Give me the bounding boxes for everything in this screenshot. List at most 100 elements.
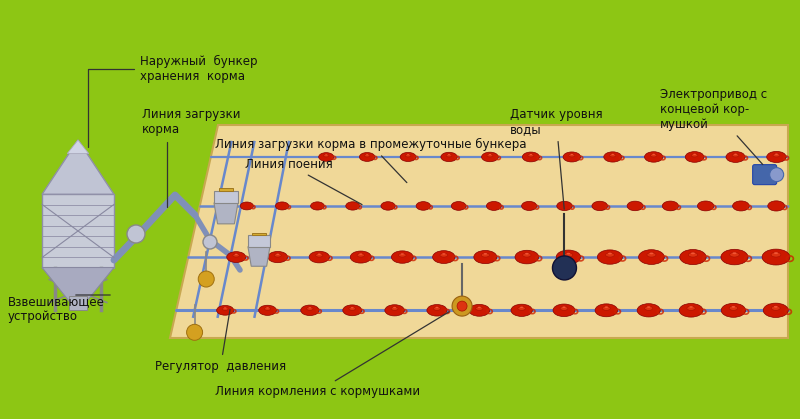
Ellipse shape — [522, 152, 539, 162]
Ellipse shape — [318, 253, 321, 255]
Ellipse shape — [393, 307, 396, 308]
Ellipse shape — [693, 154, 696, 155]
Ellipse shape — [604, 152, 622, 162]
Ellipse shape — [771, 252, 781, 257]
Ellipse shape — [763, 303, 788, 318]
Ellipse shape — [406, 154, 411, 157]
Ellipse shape — [265, 307, 270, 310]
Ellipse shape — [698, 201, 714, 211]
Ellipse shape — [349, 307, 355, 310]
Ellipse shape — [522, 253, 531, 257]
Ellipse shape — [318, 153, 334, 161]
Ellipse shape — [570, 154, 573, 155]
Ellipse shape — [608, 253, 612, 254]
Ellipse shape — [528, 154, 534, 157]
Ellipse shape — [515, 250, 538, 264]
Polygon shape — [42, 267, 114, 302]
Ellipse shape — [569, 154, 575, 157]
Polygon shape — [248, 247, 270, 266]
Ellipse shape — [427, 305, 447, 316]
Ellipse shape — [563, 152, 581, 162]
Ellipse shape — [732, 154, 739, 157]
Ellipse shape — [768, 201, 785, 211]
Ellipse shape — [721, 249, 748, 265]
Ellipse shape — [301, 305, 319, 316]
Ellipse shape — [309, 251, 330, 263]
Ellipse shape — [645, 306, 653, 310]
Polygon shape — [42, 140, 114, 194]
Ellipse shape — [365, 154, 370, 157]
Ellipse shape — [266, 307, 269, 308]
Ellipse shape — [391, 251, 413, 263]
Ellipse shape — [652, 154, 655, 155]
Circle shape — [770, 168, 784, 182]
Ellipse shape — [595, 304, 618, 317]
Ellipse shape — [357, 253, 365, 257]
Ellipse shape — [366, 154, 368, 155]
Ellipse shape — [731, 306, 735, 308]
Circle shape — [198, 271, 214, 287]
Ellipse shape — [733, 201, 750, 211]
Ellipse shape — [606, 253, 614, 257]
Ellipse shape — [316, 253, 323, 257]
Text: Взвешивающее
устройство: Взвешивающее устройство — [8, 295, 105, 323]
Ellipse shape — [610, 154, 616, 157]
Text: Наружный  бункер
хранения  корма: Наружный бункер хранения корма — [88, 55, 258, 147]
Circle shape — [553, 256, 577, 280]
Ellipse shape — [638, 250, 664, 264]
Ellipse shape — [556, 250, 581, 264]
Circle shape — [203, 235, 217, 249]
Text: Датчик уровня
воды: Датчик уровня воды — [510, 108, 602, 209]
Ellipse shape — [306, 307, 313, 310]
Ellipse shape — [730, 252, 739, 257]
Ellipse shape — [217, 305, 234, 315]
Ellipse shape — [553, 304, 575, 317]
Ellipse shape — [557, 201, 572, 211]
Ellipse shape — [482, 253, 490, 257]
Ellipse shape — [351, 307, 354, 308]
Text: Линия кормления с кормушками: Линия кормления с кормушками — [215, 312, 449, 398]
Ellipse shape — [592, 201, 607, 211]
Ellipse shape — [734, 153, 737, 155]
Ellipse shape — [401, 253, 404, 255]
Ellipse shape — [224, 307, 226, 308]
Ellipse shape — [518, 307, 526, 310]
Polygon shape — [248, 235, 270, 247]
Ellipse shape — [407, 154, 410, 155]
Ellipse shape — [511, 304, 532, 316]
Ellipse shape — [222, 308, 228, 310]
Ellipse shape — [484, 253, 487, 255]
Ellipse shape — [522, 202, 537, 210]
Ellipse shape — [385, 305, 404, 316]
Text: Регулятор  давления: Регулятор давления — [155, 310, 286, 373]
Ellipse shape — [442, 253, 446, 255]
Ellipse shape — [691, 252, 695, 254]
Ellipse shape — [647, 253, 656, 257]
Polygon shape — [214, 191, 238, 203]
Ellipse shape — [686, 152, 704, 162]
Ellipse shape — [688, 253, 698, 257]
Ellipse shape — [598, 250, 622, 264]
Ellipse shape — [275, 202, 289, 210]
Ellipse shape — [274, 253, 281, 257]
Ellipse shape — [476, 307, 483, 310]
Ellipse shape — [474, 251, 497, 264]
Ellipse shape — [762, 249, 790, 265]
Ellipse shape — [775, 153, 778, 155]
Ellipse shape — [602, 306, 610, 310]
Ellipse shape — [650, 154, 657, 157]
Ellipse shape — [766, 151, 786, 163]
Text: Электропривод с
концевой кор-
мушкой: Электропривод с концевой кор- мушкой — [660, 88, 767, 165]
Ellipse shape — [346, 202, 360, 210]
Polygon shape — [252, 233, 266, 235]
Ellipse shape — [478, 307, 481, 308]
Ellipse shape — [276, 253, 279, 255]
Ellipse shape — [268, 251, 287, 263]
Ellipse shape — [359, 153, 375, 161]
Ellipse shape — [680, 249, 706, 265]
Ellipse shape — [240, 202, 254, 210]
Ellipse shape — [562, 306, 566, 308]
Ellipse shape — [448, 154, 450, 155]
Circle shape — [127, 225, 145, 243]
Ellipse shape — [391, 307, 398, 310]
